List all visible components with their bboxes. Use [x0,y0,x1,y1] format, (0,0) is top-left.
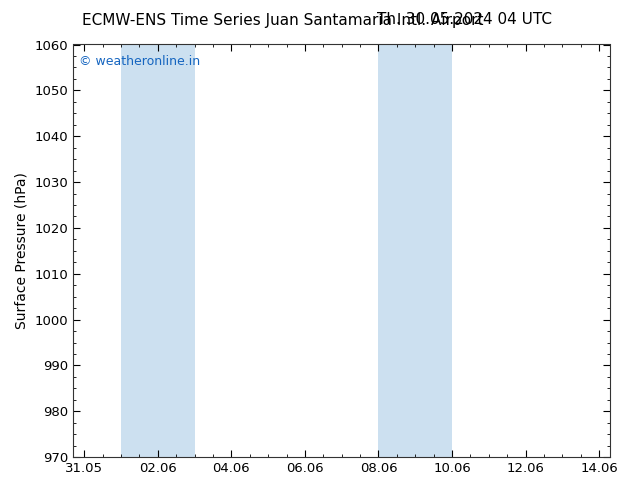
Text: Th. 30.05.2024 04 UTC: Th. 30.05.2024 04 UTC [377,12,552,27]
Text: ECMW-ENS Time Series Juan Santamaría Intl. Airport: ECMW-ENS Time Series Juan Santamaría Int… [82,12,484,28]
Bar [378,45,415,457]
Bar [415,45,452,457]
Bar [121,45,158,457]
Bar [158,45,195,457]
Text: © weatheronline.in: © weatheronline.in [79,55,200,68]
Y-axis label: Surface Pressure (hPa): Surface Pressure (hPa) [15,172,29,329]
